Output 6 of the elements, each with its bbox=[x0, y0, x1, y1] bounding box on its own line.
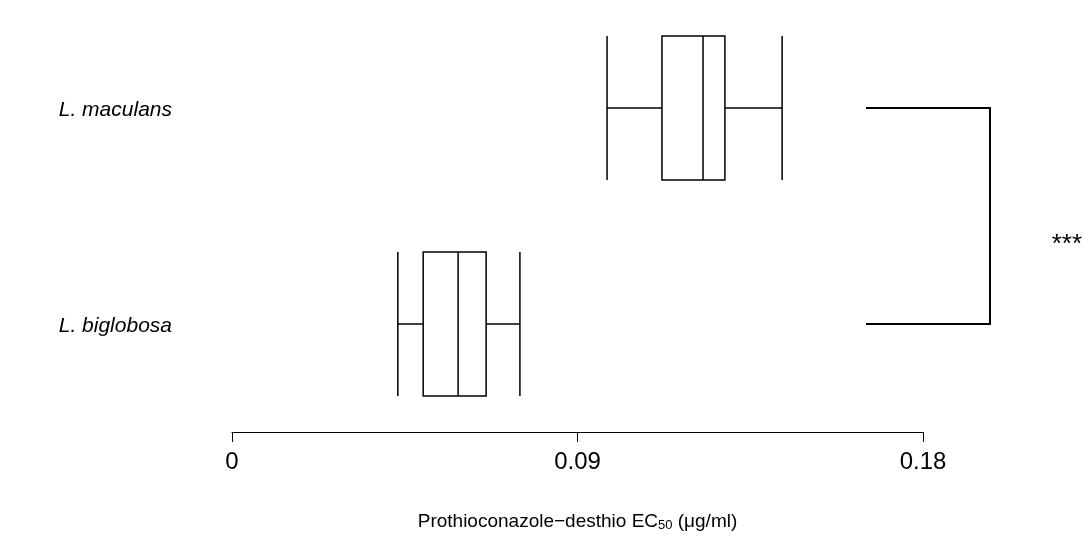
x-tick-label: 0 bbox=[225, 446, 239, 474]
text: *** bbox=[1051, 228, 1082, 258]
y-tick-label: L. maculans bbox=[58, 96, 173, 120]
y-tick-label: L. biglobosa bbox=[58, 312, 172, 336]
x-tick-label: 0.18 bbox=[899, 446, 947, 474]
x-tick-label: 0.09 bbox=[554, 446, 601, 474]
